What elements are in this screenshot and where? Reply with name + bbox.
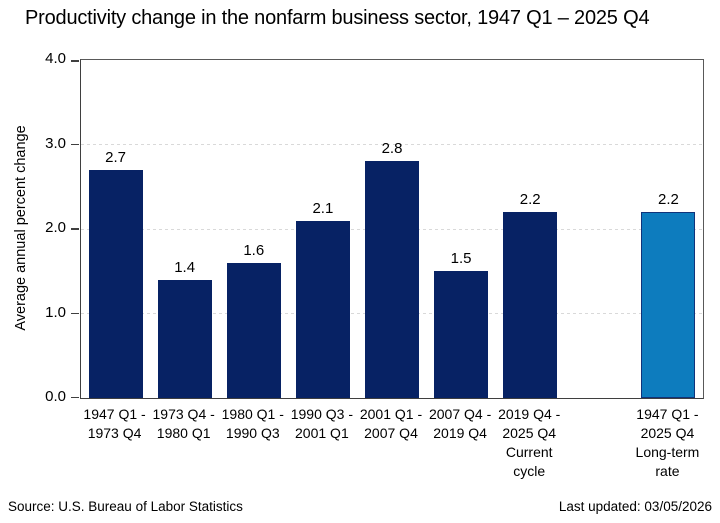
y-axis-tick: [71, 312, 79, 315]
y-axis-tick-label: 4.0: [45, 50, 66, 67]
bar-value-label: 1.5: [450, 250, 472, 268]
chart-title: Productivity change in the nonfarm busin…: [25, 7, 650, 29]
gridline: [81, 144, 703, 145]
bar-value-label: 2.1: [312, 199, 334, 217]
x-axis-category-label: 1990 Q3 - 2001 Q1: [290, 406, 353, 441]
x-axis-category-label: 1980 Q1 - 1990 Q3: [221, 406, 284, 441]
last-updated-note: Last updated: 03/05/2026: [558, 499, 712, 514]
x-axis-category-label: 2007 Q4 - 2019 Q4: [428, 406, 492, 441]
source-note: Source: U.S. Bureau of Labor Statistics: [8, 499, 243, 514]
bar-value-label: 2.7: [105, 148, 126, 166]
bar-value-label: 2.2: [658, 191, 679, 209]
y-axis-tick: [71, 143, 79, 146]
y-axis-tick-label: 2.0: [45, 219, 66, 236]
x-axis-category-label: 2019 Q4 - 2025 Q4 Current cycle: [498, 406, 561, 479]
plot-area: 2.7 1.4 1.6 2.1 2.8 1.5 2.2 2.2: [71, 59, 704, 399]
bar-value-label: 2.2: [519, 191, 541, 209]
bar-value-label: 1.4: [174, 258, 196, 276]
footer: Source: U.S. Bureau of Labor Statistics …: [8, 499, 712, 514]
bar: [295, 220, 350, 398]
bar: [434, 271, 489, 398]
y-axis-tick: [71, 60, 79, 62]
bar-value-label: 2.8: [381, 140, 403, 158]
bar: [226, 262, 281, 398]
bar-value-label: 1.6: [243, 241, 265, 259]
bar: [503, 212, 558, 398]
bar: [88, 169, 143, 398]
bar: [365, 161, 419, 398]
y-axis-tick: [71, 396, 79, 398]
y-axis-tick-label: 1.0: [45, 303, 66, 321]
y-axis-tick-label: 3.0: [45, 134, 66, 152]
x-axis-category-label: 1973 Q4 - 1980 Q1: [152, 406, 215, 441]
x-axis-category-label: 1947 Q1 - 1973 Q4: [83, 406, 146, 441]
x-axis-category-labels: 1947 Q1 - 1973 Q4 1973 Q4 - 1980 Q1 1980 Q…: [80, 405, 702, 493]
y-axis-tick-labels: 0.0 1.0 2.0 3.0 4.0: [0, 50, 66, 405]
x-axis-category-label: 1947 Q1 - 2025 Q4 Long-term rate: [635, 406, 700, 479]
y-axis-tick: [71, 228, 79, 230]
bar: [641, 212, 696, 398]
bar: [157, 279, 212, 398]
x-axis-category-label: 2001 Q1 - 2007 Q4: [359, 406, 423, 441]
y-axis-tick-label: 0.0: [45, 388, 66, 405]
